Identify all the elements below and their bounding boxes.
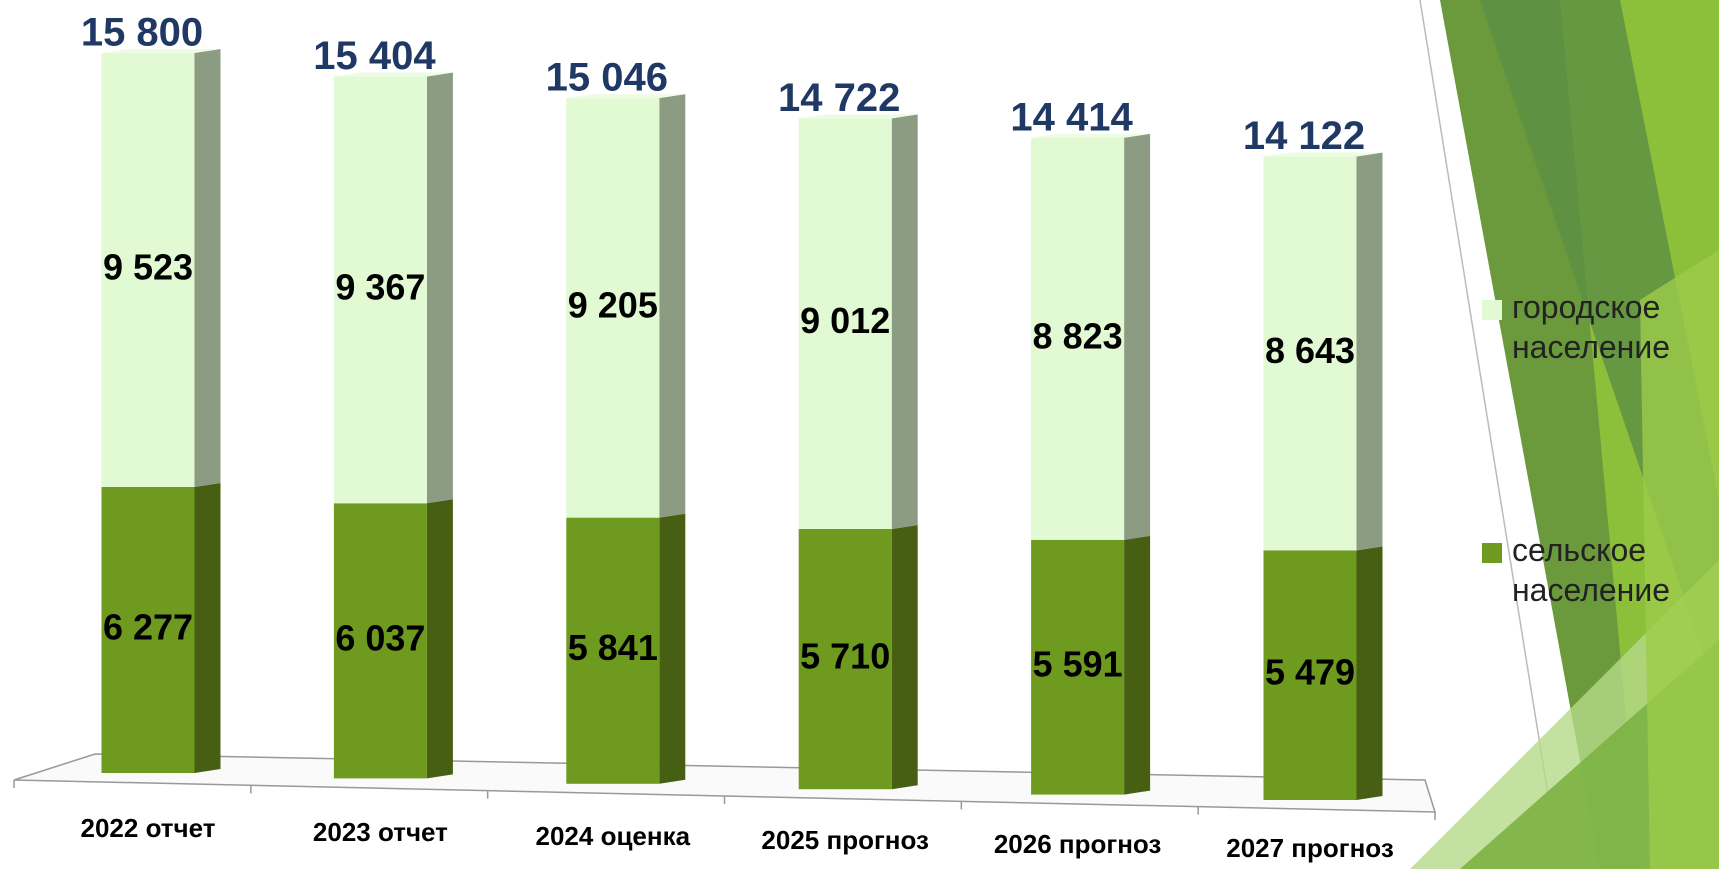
- x-tick-label: 2025 прогноз: [761, 825, 929, 855]
- value-label: 8 823: [1033, 315, 1123, 356]
- legend-swatch: [1482, 543, 1502, 563]
- x-tick-label: 2023 отчет: [313, 817, 448, 847]
- bar-side: [427, 499, 453, 778]
- x-tick-label: 2026 прогноз: [994, 829, 1162, 859]
- value-label: 9 012: [800, 300, 890, 341]
- value-label: 9 367: [335, 266, 425, 307]
- total-label: 15 800: [81, 11, 203, 55]
- bar-side: [1124, 536, 1150, 795]
- background-decoration: [1410, 0, 1719, 869]
- value-label: 9 205: [568, 284, 658, 325]
- value-label: 6 277: [103, 606, 193, 647]
- bar-side: [892, 525, 918, 789]
- value-label: 5 710: [800, 636, 890, 677]
- value-label: 5 591: [1033, 644, 1123, 685]
- bar-side: [659, 514, 685, 784]
- bar-side: [892, 114, 918, 529]
- bar-side: [195, 49, 221, 487]
- bar-side: [1124, 134, 1150, 540]
- bar-side: [1357, 152, 1383, 550]
- bar-side: [659, 94, 685, 517]
- bar-side: [427, 72, 453, 503]
- total-label: 14 722: [778, 76, 900, 120]
- value-label: 9 523: [103, 246, 193, 287]
- value-label: 5 479: [1265, 652, 1355, 693]
- total-label: 14 122: [1243, 114, 1365, 158]
- legend-swatch: [1482, 300, 1502, 320]
- total-label: 14 414: [1010, 95, 1133, 139]
- total-label: 15 404: [313, 34, 436, 78]
- x-tick-label: 2027 прогноз: [1226, 833, 1394, 863]
- chart: 6 277 9 523 15 800 2022 отчет 6 037 9 367 15 4…: [0, 0, 1719, 869]
- x-tick-label: 2022 отчет: [81, 813, 216, 843]
- value-label: 8 643: [1265, 330, 1355, 371]
- value-label: 6 037: [335, 617, 425, 658]
- x-tick-label: 2024 оценка: [536, 821, 691, 851]
- value-label: 5 841: [568, 627, 658, 668]
- total-label: 15 046: [546, 56, 668, 100]
- bar-side: [195, 483, 221, 773]
- bar-side: [1357, 546, 1383, 800]
